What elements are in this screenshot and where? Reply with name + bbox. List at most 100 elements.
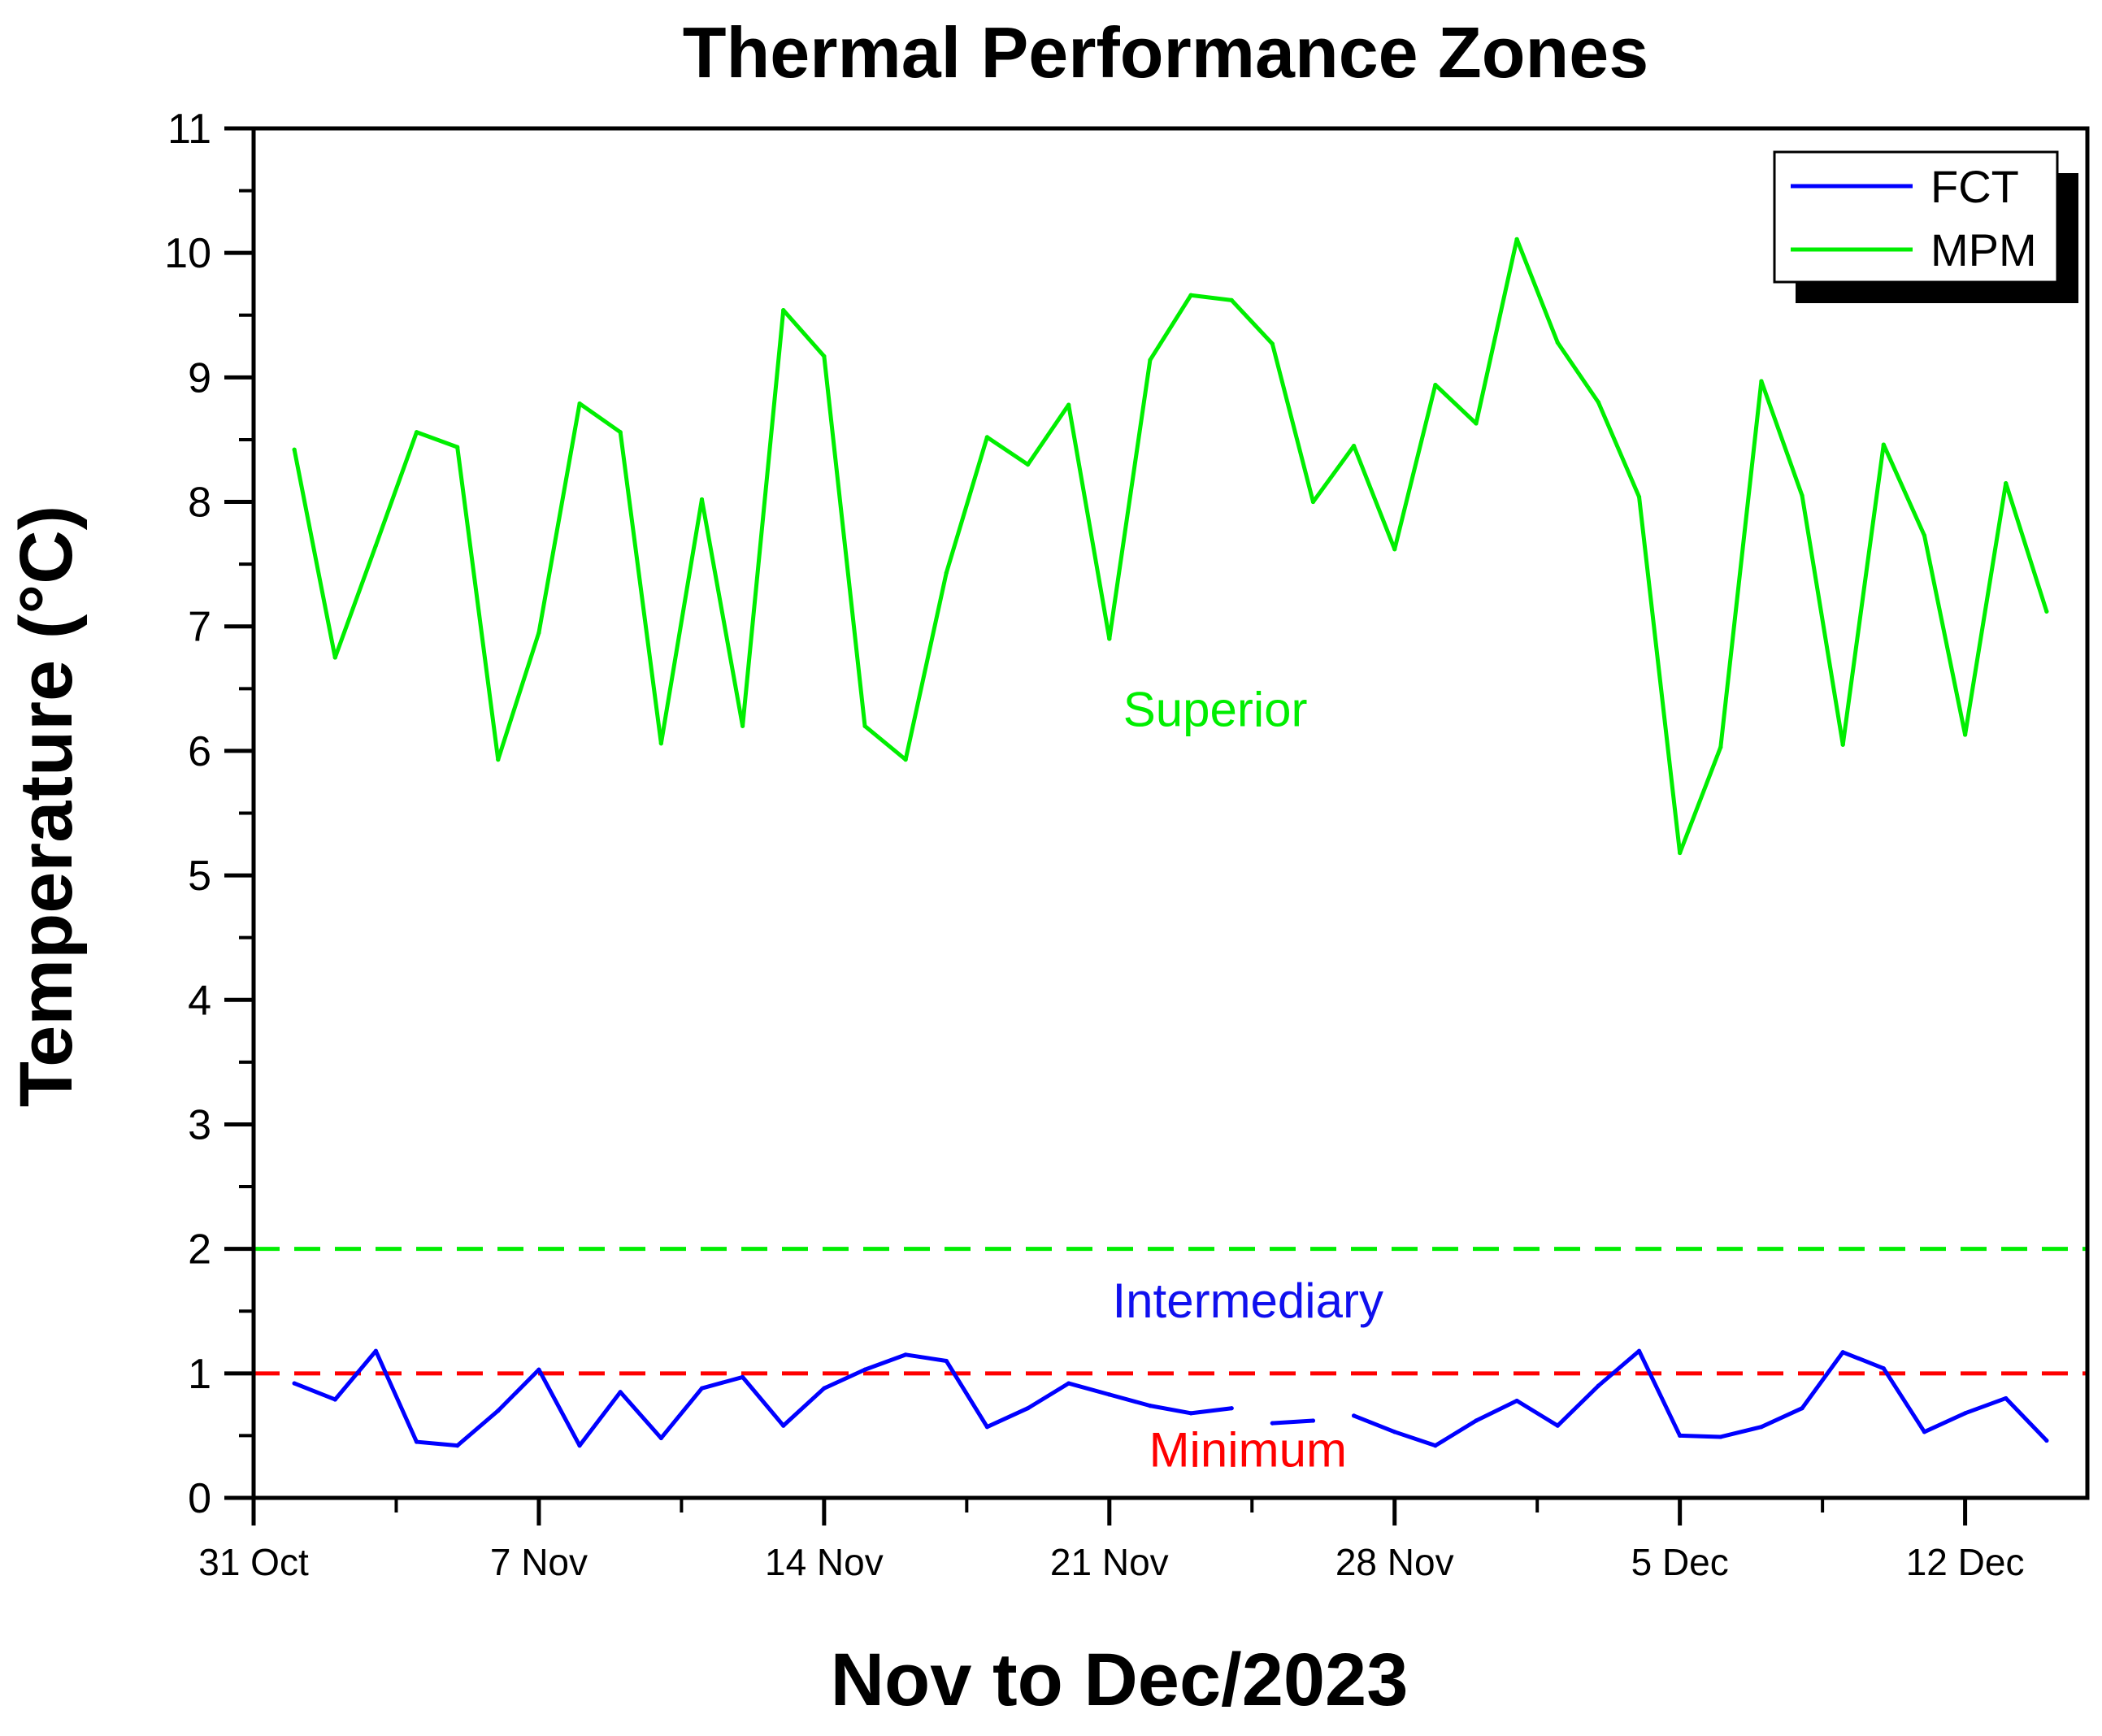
- data-point: [1759, 1425, 1764, 1430]
- zone-label-minimum: Minimum: [1149, 1423, 1347, 1478]
- series-segment: [373, 1348, 419, 1444]
- data-point: [862, 1367, 867, 1372]
- data-point: [1840, 742, 1845, 747]
- series-segment: [415, 430, 460, 449]
- x-tick-label: 7 Nov: [490, 1541, 588, 1583]
- series-segment: [1066, 1381, 1112, 1397]
- data-point: [292, 1381, 297, 1386]
- series-segment: [1188, 1406, 1234, 1416]
- data-point: [1066, 1381, 1071, 1386]
- y-tick-label: 10: [164, 230, 211, 277]
- data-point: [1433, 1443, 1438, 1448]
- series-segment: [781, 1386, 827, 1428]
- data-point: [577, 1443, 582, 1448]
- series-segment: [658, 497, 704, 746]
- series-segment: [1433, 1418, 1479, 1448]
- y-tick-label: 7: [188, 604, 211, 651]
- series-segment: [822, 354, 867, 728]
- x-tick-label: 5 Dec: [1631, 1541, 1729, 1583]
- data-point: [699, 497, 705, 502]
- series-fct: [292, 1348, 2049, 1448]
- series-segment: [944, 435, 989, 575]
- series-segment: [1310, 444, 1357, 505]
- series-segment: [1392, 1430, 1438, 1448]
- series-segment: [332, 1348, 378, 1402]
- data-point: [658, 1435, 663, 1441]
- series-segment: [903, 1352, 949, 1363]
- y-tick-label: 9: [188, 354, 211, 401]
- data-point: [2044, 609, 2049, 614]
- series-segment: [1840, 442, 1886, 747]
- x-axis-title: Nov to Dec/2023: [831, 1638, 1409, 1721]
- y-tick-label: 6: [188, 728, 211, 775]
- data-point: [455, 1443, 460, 1448]
- data-point: [414, 1439, 419, 1444]
- data-point: [1555, 340, 1560, 345]
- series-segment: [1107, 358, 1153, 641]
- data-point: [1229, 297, 1234, 302]
- series-segment: [1474, 237, 1519, 426]
- data-point: [332, 655, 337, 660]
- series-segment: [332, 543, 378, 660]
- data-point: [1352, 1413, 1357, 1418]
- data-point: [1636, 1348, 1642, 1353]
- data-point: [1474, 421, 1479, 426]
- series-segment: [455, 445, 501, 762]
- series-segment: [1800, 1350, 1845, 1411]
- axes: 0 1 2 3 4 5 6 7 8 9 10 11 31 Oct 7 Nov 14 Nov 21 Nov 28 …: [164, 106, 2090, 1583]
- data-point: [699, 1386, 705, 1391]
- series-segment: [292, 447, 337, 660]
- series-segment: [2004, 481, 2049, 614]
- legend[interactable]: FCT MPM: [1773, 150, 2078, 303]
- series-segment: [658, 1386, 704, 1440]
- series-segment: [1596, 400, 1642, 499]
- series-segment: [292, 1381, 337, 1402]
- data-point: [1718, 1434, 1723, 1439]
- legend-label-mpm[interactable]: MPM: [1930, 224, 2037, 276]
- legend-label-fct[interactable]: FCT: [1930, 161, 2019, 212]
- data-point: [1718, 744, 1723, 749]
- series-segment: [944, 1359, 989, 1430]
- series-segment: [1514, 1399, 1560, 1428]
- series-segment: [577, 401, 623, 435]
- data-point: [1800, 493, 1805, 498]
- series-segment: [1922, 533, 1968, 737]
- x-tick-label: 21 Nov: [1050, 1541, 1169, 1583]
- series-segment: [1066, 402, 1112, 641]
- data-point: [740, 723, 745, 728]
- series-segment: [984, 435, 1031, 467]
- data-point: [1840, 1350, 1845, 1355]
- data-point: [1229, 1406, 1234, 1411]
- series-segment: [862, 1352, 908, 1372]
- series-segment: [1188, 293, 1234, 302]
- series-segment: [1963, 481, 2009, 737]
- series-segment: [740, 308, 786, 728]
- data-point: [1310, 1418, 1316, 1423]
- y-axis-title: Temperature (°C): [5, 506, 88, 1108]
- data-point: [1148, 358, 1153, 362]
- data-point: [414, 430, 419, 435]
- data-point: [1922, 533, 1927, 538]
- x-tick-label: 28 Nov: [1335, 1541, 1454, 1583]
- data-point: [1881, 442, 1886, 447]
- series-segment: [1800, 493, 1845, 747]
- data-point: [984, 1425, 989, 1430]
- series-segment: [1474, 1399, 1519, 1423]
- data-point: [332, 1397, 337, 1402]
- series-segment: [1026, 402, 1071, 467]
- data-point: [496, 757, 501, 762]
- data-point: [2004, 480, 2009, 486]
- series-segment: [1352, 444, 1397, 552]
- data-point: [1759, 379, 1764, 384]
- series-segment: [1596, 1348, 1642, 1388]
- data-point: [1066, 402, 1071, 407]
- series-segment: [862, 723, 908, 762]
- data-point: [496, 1408, 501, 1413]
- data-point: [1270, 1421, 1275, 1426]
- y-tick-label: 1: [188, 1351, 211, 1398]
- series-segment: [1148, 1404, 1193, 1416]
- data-point: [455, 445, 460, 449]
- data-point: [944, 1358, 949, 1364]
- data-point: [536, 630, 541, 635]
